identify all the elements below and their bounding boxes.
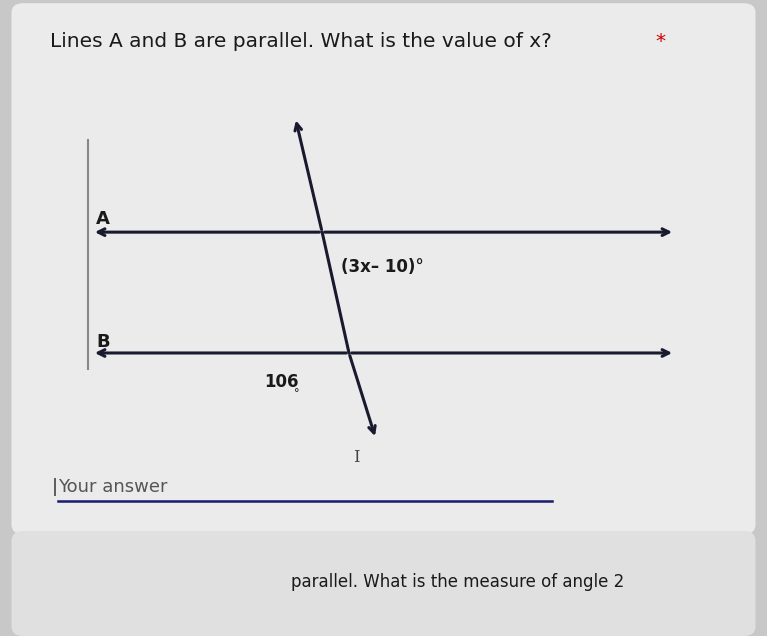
- Text: Your answer: Your answer: [58, 478, 167, 495]
- Text: parallel. What is the measure of angle 2: parallel. What is the measure of angle 2: [291, 573, 624, 591]
- Text: *: *: [656, 32, 666, 51]
- Text: I: I: [354, 450, 360, 466]
- Text: |: |: [52, 478, 58, 495]
- Text: A: A: [96, 211, 110, 228]
- FancyBboxPatch shape: [12, 3, 755, 534]
- Text: 106: 106: [265, 373, 299, 391]
- FancyBboxPatch shape: [12, 531, 755, 636]
- Text: Lines A and B are parallel. What is the value of x?: Lines A and B are parallel. What is the …: [50, 32, 558, 51]
- Text: °: °: [294, 388, 299, 398]
- Text: (3x– 10)°: (3x– 10)°: [341, 258, 424, 275]
- Text: B: B: [96, 333, 110, 350]
